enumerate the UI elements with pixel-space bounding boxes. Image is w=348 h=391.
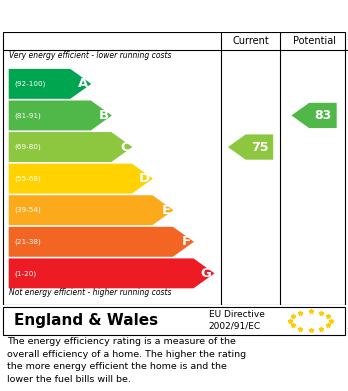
Text: (39-54): (39-54) [14, 207, 41, 213]
Text: Potential: Potential [293, 36, 335, 46]
Polygon shape [228, 135, 273, 160]
Polygon shape [9, 227, 194, 257]
Text: D: D [139, 172, 150, 185]
Text: Not energy efficient - higher running costs: Not energy efficient - higher running co… [9, 288, 171, 297]
Text: (92-100): (92-100) [14, 81, 45, 87]
Polygon shape [9, 258, 214, 288]
Text: England & Wales: England & Wales [14, 313, 158, 328]
Text: G: G [201, 267, 212, 280]
Text: F: F [182, 235, 191, 248]
Polygon shape [9, 100, 112, 131]
Text: Current: Current [232, 36, 269, 46]
Text: (1-20): (1-20) [14, 270, 36, 276]
Text: EU Directive
2002/91/EC: EU Directive 2002/91/EC [209, 310, 265, 331]
Text: Very energy efficient - lower running costs: Very energy efficient - lower running co… [9, 51, 171, 60]
Text: C: C [120, 140, 129, 154]
Text: (69-80): (69-80) [14, 144, 41, 150]
Polygon shape [9, 195, 173, 225]
Polygon shape [9, 69, 91, 99]
Polygon shape [9, 132, 132, 162]
Text: 75: 75 [251, 140, 268, 154]
Text: B: B [99, 109, 109, 122]
Text: The energy efficiency rating is a measure of the
overall efficiency of a home. T: The energy efficiency rating is a measur… [7, 337, 246, 384]
Text: A: A [78, 77, 88, 90]
Text: (81-91): (81-91) [14, 112, 41, 119]
Text: (21-38): (21-38) [14, 239, 41, 245]
Text: 83: 83 [314, 109, 332, 122]
Text: E: E [161, 204, 171, 217]
Text: Energy Efficiency Rating: Energy Efficiency Rating [10, 7, 239, 25]
Polygon shape [9, 164, 153, 194]
Polygon shape [292, 103, 337, 128]
Text: (55-68): (55-68) [14, 176, 41, 182]
